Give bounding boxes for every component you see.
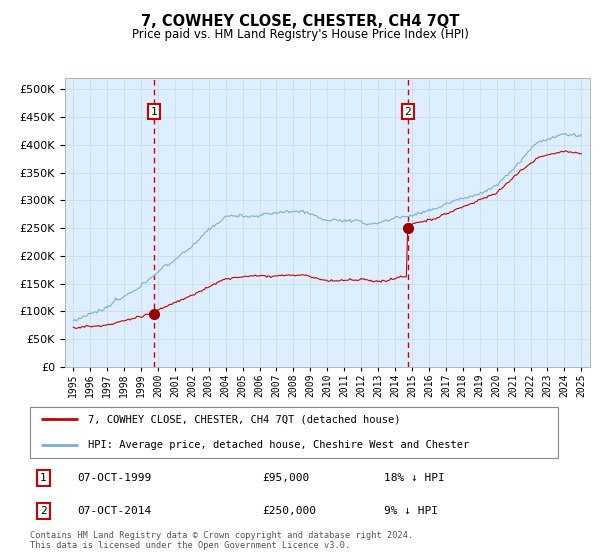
Text: £250,000: £250,000 [262, 506, 316, 516]
Text: HPI: Average price, detached house, Cheshire West and Chester: HPI: Average price, detached house, Ches… [88, 440, 469, 450]
Text: 2: 2 [404, 106, 411, 116]
Text: 7, COWHEY CLOSE, CHESTER, CH4 7QT (detached house): 7, COWHEY CLOSE, CHESTER, CH4 7QT (detac… [88, 414, 401, 424]
Text: 18% ↓ HPI: 18% ↓ HPI [384, 473, 445, 483]
Text: Price paid vs. HM Land Registry's House Price Index (HPI): Price paid vs. HM Land Registry's House … [131, 28, 469, 41]
Text: 9% ↓ HPI: 9% ↓ HPI [384, 506, 438, 516]
Text: 1: 1 [40, 473, 47, 483]
Text: 2: 2 [40, 506, 47, 516]
FancyBboxPatch shape [30, 407, 558, 458]
Text: 1: 1 [151, 106, 157, 116]
Text: 07-OCT-1999: 07-OCT-1999 [77, 473, 152, 483]
Text: Contains HM Land Registry data © Crown copyright and database right 2024.
This d: Contains HM Land Registry data © Crown c… [30, 531, 413, 550]
Text: £95,000: £95,000 [262, 473, 310, 483]
Text: 07-OCT-2014: 07-OCT-2014 [77, 506, 152, 516]
Text: 7, COWHEY CLOSE, CHESTER, CH4 7QT: 7, COWHEY CLOSE, CHESTER, CH4 7QT [141, 14, 459, 29]
